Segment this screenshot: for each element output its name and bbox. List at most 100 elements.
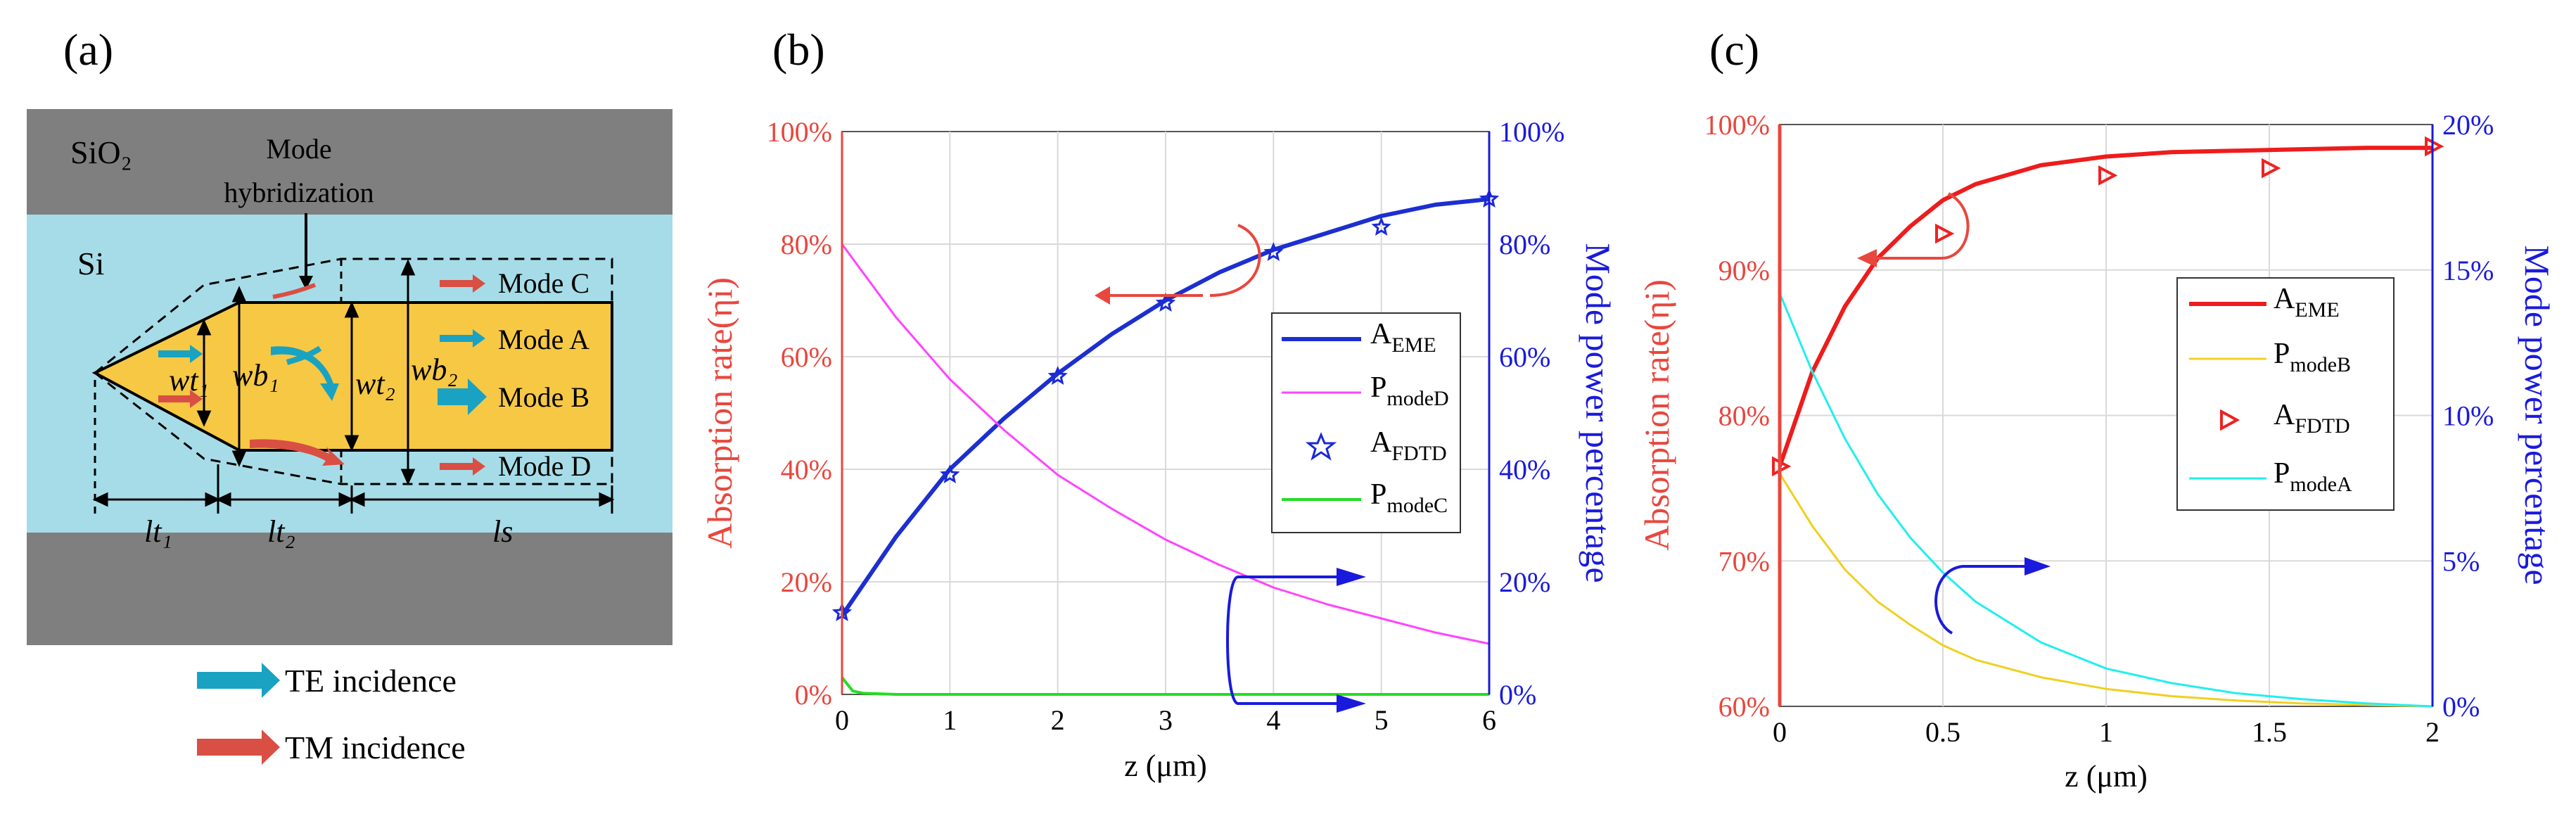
chart-b-ytick-right: 100% (1499, 116, 1564, 148)
chart-c-ytick-left: 100% (1704, 109, 1770, 141)
wt1-label: wt₁ (169, 363, 209, 398)
chart-b-ytick-left: 60% (781, 341, 832, 373)
wt2-label: wt₂ (355, 367, 395, 401)
chart-b-xtick-label: 0 (835, 704, 849, 736)
chart-b-legend-item-2: AFDTD (1370, 426, 1447, 465)
chart-c-ytick-right: 0% (2442, 691, 2480, 723)
chart-b-series-a-fdtd-point (940, 464, 960, 484)
chart-c-ylabel-left: Absorption rate(ηi) (1637, 279, 1676, 551)
chart-c-ytick-left: 80% (1719, 400, 1770, 432)
chart-b-right-pointer (1226, 575, 1351, 705)
chart-c-ytick-right: 20% (2442, 109, 2494, 141)
mode-a-label: Mode A (498, 324, 589, 355)
panel-c-label: (c) (1709, 25, 1759, 75)
chart-c-legend-name-2: A (2274, 399, 2295, 431)
chart-c-left-pointer-loop (1941, 192, 1970, 260)
mode-d-arrow (440, 457, 485, 476)
chart-b-ytick-right: 60% (1499, 341, 1550, 373)
tm-legend-label: TM incidence (285, 730, 466, 765)
chart-c-series-a-fdtd-point (2262, 158, 2281, 179)
chart-b-legend-item-3: PmodeC (1370, 478, 1448, 517)
chart-c-legend-name-1: P (2274, 338, 2290, 370)
panel-a: (a) SiO₂ Si Mode hybridization wt₁ wb (27, 25, 672, 765)
chart-c-series-p-modea-line (1778, 293, 2433, 708)
width-labels: wt₁ wb₁ wt₂ wb₂ (169, 352, 458, 401)
chart-c-ticks: 0 0.5 1 1.5 2 60% 70% 80% 90% 100% 0% 5% 10% 15% 20% (1704, 109, 2494, 748)
hybrid-small-arrow (272, 283, 317, 299)
chart-c-legend: AEME PmodeB AFDTD PmodeA (2176, 277, 2395, 511)
lt1-label: lt₁ (144, 514, 172, 549)
chart-b-ytick-left: 80% (781, 229, 832, 260)
chart-c-series-a-eme-line (1778, 146, 2432, 467)
chart-b-ytick-right: 80% (1499, 229, 1550, 260)
chart-c-legend-sub-0: EME (2295, 298, 2339, 322)
hybrid-label-line1: Mode (266, 133, 331, 165)
chart-c-legend-item-2: AFDTD (2274, 399, 2350, 438)
chart-b-legend-item-1: PmodeD (1370, 371, 1449, 410)
chart-b-xtick-label: 2 (1051, 704, 1065, 736)
chart-b-legend-name-1: P (1370, 371, 1386, 404)
chart-b-legend-swatch-2 (1305, 432, 1337, 461)
te-legend-label: TE incidence (285, 663, 457, 699)
chart-c-legend-item-3: PmodeA (2274, 457, 2352, 496)
chart-b-ytick-left: 20% (781, 566, 832, 598)
chart-b-ytick-right: 40% (1499, 454, 1550, 485)
mode-a-arrow (440, 329, 485, 348)
chart-c-legend-sub-2: FDTD (2295, 414, 2349, 438)
chart-c-xtick-label: 2 (2425, 716, 2440, 748)
chart-b-legend-item-0: AEME (1370, 318, 1436, 357)
chart-b-legend-name-0: A (1370, 318, 1392, 350)
hybrid-tm-arrow (250, 439, 345, 466)
chart-b-ytick-right: 0% (1499, 679, 1536, 711)
panel-a-label: (a) (63, 25, 113, 75)
mode-d-label: Mode D (498, 450, 591, 482)
chart-c-right-pointer (1934, 565, 2040, 635)
chart-c-legend-swatch-2 (2220, 409, 2240, 431)
chart-b-right-pointer-head (1337, 568, 1366, 586)
chart-c-legend-box (2176, 277, 2395, 511)
chart-b-series-a-fdtd-point (1371, 217, 1391, 236)
chart-b-series-p-moded-line (841, 243, 1490, 645)
chart-c-ytick-left: 60% (1719, 691, 1770, 723)
hybrid-label-line2: hybridization (224, 177, 374, 208)
chart-b-ylabel-right: Mode power percentage (1579, 243, 1618, 583)
mode-b-label: Mode B (498, 381, 589, 413)
chart-c-legend-name-0: A (2274, 283, 2295, 315)
chart-b-ytick-left: 40% (781, 454, 832, 485)
chart-b-xlabel: z (μm) (1124, 749, 1207, 783)
chart-b-series-a-fdtd-point (1155, 293, 1176, 312)
chart-b-xtick-label: 3 (1159, 704, 1173, 736)
chart-c-xlabel: z (μm) (2065, 759, 2148, 794)
chart-c-series-a-fdtd-point (2098, 165, 2118, 186)
mode-arrows (158, 274, 487, 476)
chart-c-ytick-left: 90% (1719, 255, 1770, 286)
te-legend-arrow (197, 663, 280, 698)
width-arrows (196, 259, 416, 485)
chart-b-legend-name-2: A (1370, 426, 1392, 459)
sio2-label: SiO₂ (70, 134, 132, 170)
lt2-label: lt₂ (267, 514, 295, 549)
mode-labels: Mode C Mode A Mode B Mode D (498, 267, 591, 482)
chart-b-series (831, 189, 1500, 696)
si-label: Si (77, 246, 104, 281)
chart-b-xtick-label: 6 (1482, 704, 1496, 736)
panel-c: (c) 0 0.5 1 1.5 2 60% 70% 80% 90% 100% 0% 5% 10% 15% 2… (1637, 25, 2557, 794)
input-tm-arrow (158, 390, 203, 408)
chart-b-xtick-label: 4 (1266, 704, 1280, 736)
chart-c-series-p-modeb-line (1778, 473, 2433, 708)
dashed-outline-bottom (94, 371, 613, 485)
chart-c-ytick-right: 10% (2442, 400, 2494, 432)
chart-c-ytick-right: 5% (2442, 545, 2480, 577)
chart-b-legend-box (1271, 312, 1461, 533)
chart-b-legend-sub-2: FDTD (1391, 442, 1446, 465)
chart-c-ytick-left: 70% (1719, 545, 1770, 577)
ls-label: ls (492, 514, 513, 549)
wb2-label: wb₂ (411, 352, 458, 387)
chart-b-ytick-left: 100% (767, 116, 832, 148)
chart-c-xtick-label: 1 (2099, 716, 2113, 748)
hybrid-pointer-head (299, 276, 313, 290)
chart-c-legend-item-1: PmodeB (2274, 338, 2351, 376)
wb1-label: wb₁ (232, 358, 279, 393)
hybrid-te-arrow-branch (286, 345, 322, 365)
